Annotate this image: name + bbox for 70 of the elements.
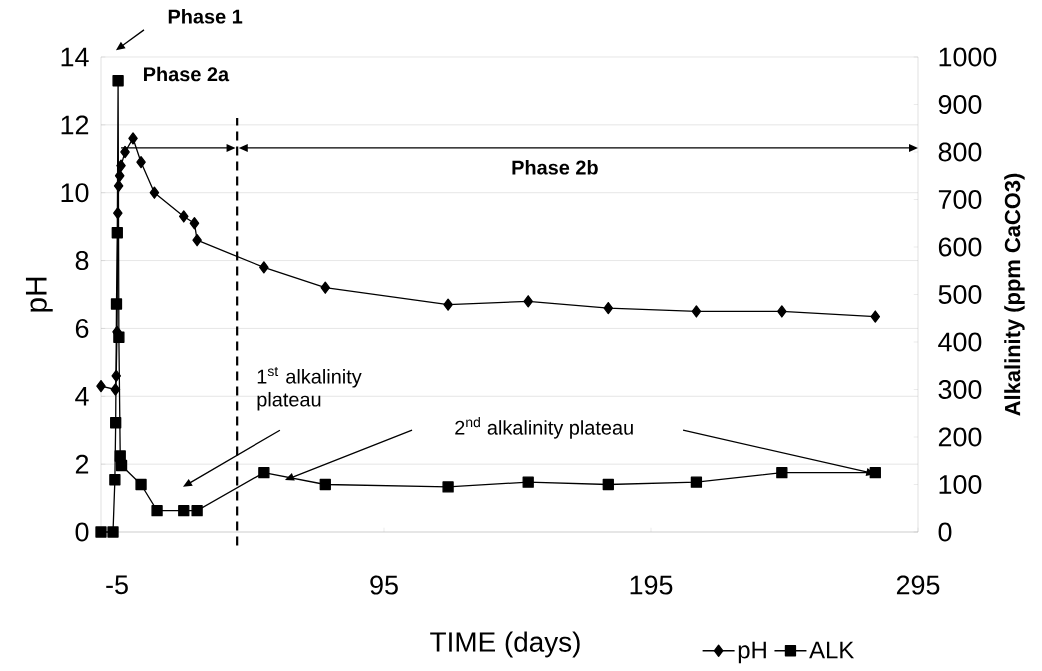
y2-tick-label: 700 (938, 189, 982, 210)
point (776, 466, 788, 479)
y-tick-label: 2 (75, 454, 89, 474)
y2-tick-label: 600 (938, 237, 982, 257)
y-tick-label: 12 (61, 115, 89, 135)
point (690, 476, 703, 488)
y2-tick-label: 300 (938, 379, 982, 400)
y-tick-label: 6 (75, 318, 89, 338)
point (151, 504, 163, 517)
point (95, 526, 107, 538)
y-tick-label: 4 (75, 387, 89, 406)
point (523, 295, 533, 308)
point (149, 186, 160, 199)
point (192, 234, 202, 247)
annotation: 1$^{st}$ alkalinity plateau (257, 366, 362, 411)
point (135, 478, 147, 491)
point (128, 132, 138, 145)
y2-tick-label: 100 (939, 474, 982, 495)
annotation: 2$^{nd}$ alkalinity plateau (455, 416, 633, 439)
y2-tick-label: 500 (938, 284, 982, 305)
point (113, 331, 125, 343)
point (96, 379, 106, 393)
point (111, 227, 123, 239)
point (870, 310, 881, 323)
x-axis-title: TIME (days) (430, 631, 580, 658)
x-tick-label: 95 (370, 575, 398, 595)
point (691, 305, 702, 318)
y-tick-label: 8 (75, 251, 89, 271)
y2-tick-label: 800 (938, 142, 982, 162)
point (869, 466, 881, 479)
x-tick-label: 295 (896, 575, 940, 595)
y2-tick-label: 0 (938, 522, 952, 542)
point (259, 261, 269, 274)
text: Phase 1 (168, 8, 243, 24)
point (136, 156, 146, 169)
point (115, 459, 128, 472)
y2-tick-label: 1000 (939, 47, 997, 67)
point (120, 145, 130, 159)
point (110, 298, 123, 310)
y-tick-label: 10 (61, 183, 89, 203)
point (178, 210, 189, 223)
point (443, 298, 453, 311)
point (777, 305, 787, 318)
y2-axis-title: Alkalinity (ppm CaCO3) (1004, 173, 1025, 416)
y2-tick-label: 900 (938, 94, 982, 115)
legend-label: pH (738, 641, 766, 664)
point (258, 466, 270, 479)
annotation: Phase 2b (512, 159, 598, 175)
point (320, 281, 331, 294)
point (189, 217, 200, 230)
point (110, 417, 122, 429)
y-tick-label: 14 (61, 47, 89, 67)
point (522, 476, 534, 488)
y2-tick-label: 200 (938, 427, 982, 447)
point (603, 301, 614, 315)
y-tick-label: 0 (75, 522, 89, 542)
point (107, 526, 119, 538)
point (442, 481, 454, 493)
point (112, 75, 124, 87)
y-axis-title: pH (25, 277, 53, 312)
annotation: Phase 2a (144, 66, 230, 82)
x-tick-label: 195 (630, 575, 673, 595)
legend-label: ALK (809, 641, 855, 659)
point (109, 474, 121, 486)
point (602, 478, 614, 491)
point (178, 504, 190, 517)
y2-tick-label: 400 (938, 332, 982, 352)
point (191, 504, 203, 517)
point (319, 478, 331, 491)
x-tick-label: -5 (106, 575, 128, 595)
